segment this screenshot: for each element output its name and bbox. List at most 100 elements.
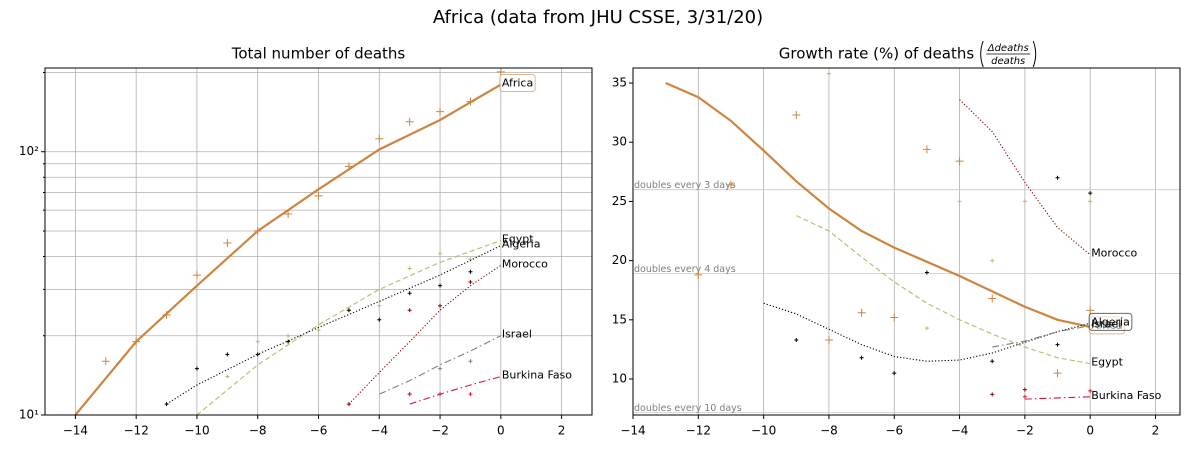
x-tick-label: −2 xyxy=(431,424,449,438)
point-marker xyxy=(346,308,351,313)
point-marker xyxy=(286,339,291,344)
point-marker xyxy=(255,352,260,357)
point-marker xyxy=(192,271,201,280)
y-tick-label: 10 xyxy=(612,372,627,386)
point-marker xyxy=(377,303,382,308)
point-marker xyxy=(990,392,995,397)
point-marker xyxy=(1055,342,1060,347)
series-label: Israel xyxy=(502,328,532,341)
series-line xyxy=(379,335,502,395)
label-box xyxy=(499,74,536,93)
x-tick-label: −6 xyxy=(885,424,903,438)
series-line xyxy=(959,99,1091,256)
point-marker xyxy=(316,328,321,333)
point-marker xyxy=(924,270,929,275)
paren xyxy=(1032,40,1037,68)
point-marker xyxy=(694,270,703,279)
point-marker xyxy=(1088,191,1093,196)
point-marker xyxy=(1055,175,1060,180)
x-tick-label: −8 xyxy=(820,424,838,438)
point-marker xyxy=(438,392,443,397)
point-marker xyxy=(407,291,412,296)
point-marker xyxy=(101,357,110,366)
point-marker xyxy=(988,294,997,303)
series-line xyxy=(409,376,501,405)
title-denominator: deaths xyxy=(991,56,1025,67)
axes-frame xyxy=(44,67,593,416)
y-tick-label: 20 xyxy=(612,253,627,267)
point-marker xyxy=(438,303,443,308)
point-marker xyxy=(1022,387,1027,392)
point-marker xyxy=(922,145,931,154)
point-marker xyxy=(132,337,141,346)
series-line xyxy=(166,245,502,405)
x-tick-label: 0 xyxy=(1086,424,1094,438)
x-tick-label: −14 xyxy=(620,424,645,438)
series-label: Algeria xyxy=(502,238,541,251)
point-marker xyxy=(164,402,169,407)
point-marker xyxy=(407,392,412,397)
series-line xyxy=(665,82,1091,328)
point-marker xyxy=(824,335,833,344)
series-label: Morocco xyxy=(1091,247,1137,260)
point-marker xyxy=(346,402,351,407)
reference-label: doubles every 4 days xyxy=(634,264,736,275)
plot-area xyxy=(665,71,1095,400)
label-box xyxy=(1088,312,1133,331)
point-marker xyxy=(726,180,735,189)
x-tick-label: −4 xyxy=(370,424,388,438)
point-marker xyxy=(438,251,443,256)
point-marker xyxy=(955,157,964,166)
point-marker xyxy=(1088,388,1093,393)
series-line xyxy=(1024,396,1091,400)
point-marker xyxy=(225,374,230,379)
axes-frame xyxy=(632,67,1181,416)
x-tick-label: 2 xyxy=(1152,424,1160,438)
point-marker xyxy=(438,366,443,371)
point-marker xyxy=(438,283,443,288)
point-marker xyxy=(1022,199,1027,204)
point-marker xyxy=(859,355,864,360)
series-line xyxy=(796,215,1091,365)
point-marker xyxy=(407,308,412,313)
point-marker xyxy=(990,258,995,263)
x-tick-label: −14 xyxy=(63,424,88,438)
x-tick-label: −12 xyxy=(124,424,149,438)
point-marker xyxy=(890,313,899,322)
point-marker xyxy=(375,134,384,143)
axes-title: Total number of deaths xyxy=(231,45,406,63)
point-marker xyxy=(253,226,262,235)
axes: −14 −12 −10 −8 −6 −4 −2 0 2 10 15 20 25 30 35 doubles e… xyxy=(612,40,1181,438)
point-marker xyxy=(924,326,929,331)
point-marker xyxy=(1086,306,1095,315)
point-marker xyxy=(468,269,473,274)
series-label: Burkina Faso xyxy=(1091,389,1161,402)
point-marker xyxy=(194,366,199,371)
point-marker xyxy=(1053,369,1062,378)
series-label: Algeria xyxy=(1091,315,1130,328)
series-line xyxy=(992,325,1091,348)
point-marker xyxy=(892,371,897,376)
y-tick-label: 10¹ xyxy=(19,408,39,422)
point-marker xyxy=(223,239,232,248)
point-marker xyxy=(314,191,323,200)
figure-title: Africa (data from JHU CSSE, 3/31/20) xyxy=(433,7,763,28)
point-marker xyxy=(377,317,382,322)
point-marker xyxy=(255,339,260,344)
series-label: Africa xyxy=(502,77,533,90)
series-label: Egypt xyxy=(502,233,534,246)
x-tick-label: 2 xyxy=(558,424,566,438)
point-marker xyxy=(344,162,353,171)
series-line xyxy=(348,264,502,405)
point-marker xyxy=(284,210,293,219)
y-tick-label: 25 xyxy=(612,194,627,208)
point-marker xyxy=(405,117,414,126)
point-marker xyxy=(225,352,230,357)
x-tick-label: −10 xyxy=(184,424,209,438)
point-marker xyxy=(466,97,475,106)
point-marker xyxy=(1022,394,1027,399)
series-label: Morocco xyxy=(502,257,548,270)
point-marker xyxy=(436,107,445,116)
point-marker xyxy=(957,199,962,204)
